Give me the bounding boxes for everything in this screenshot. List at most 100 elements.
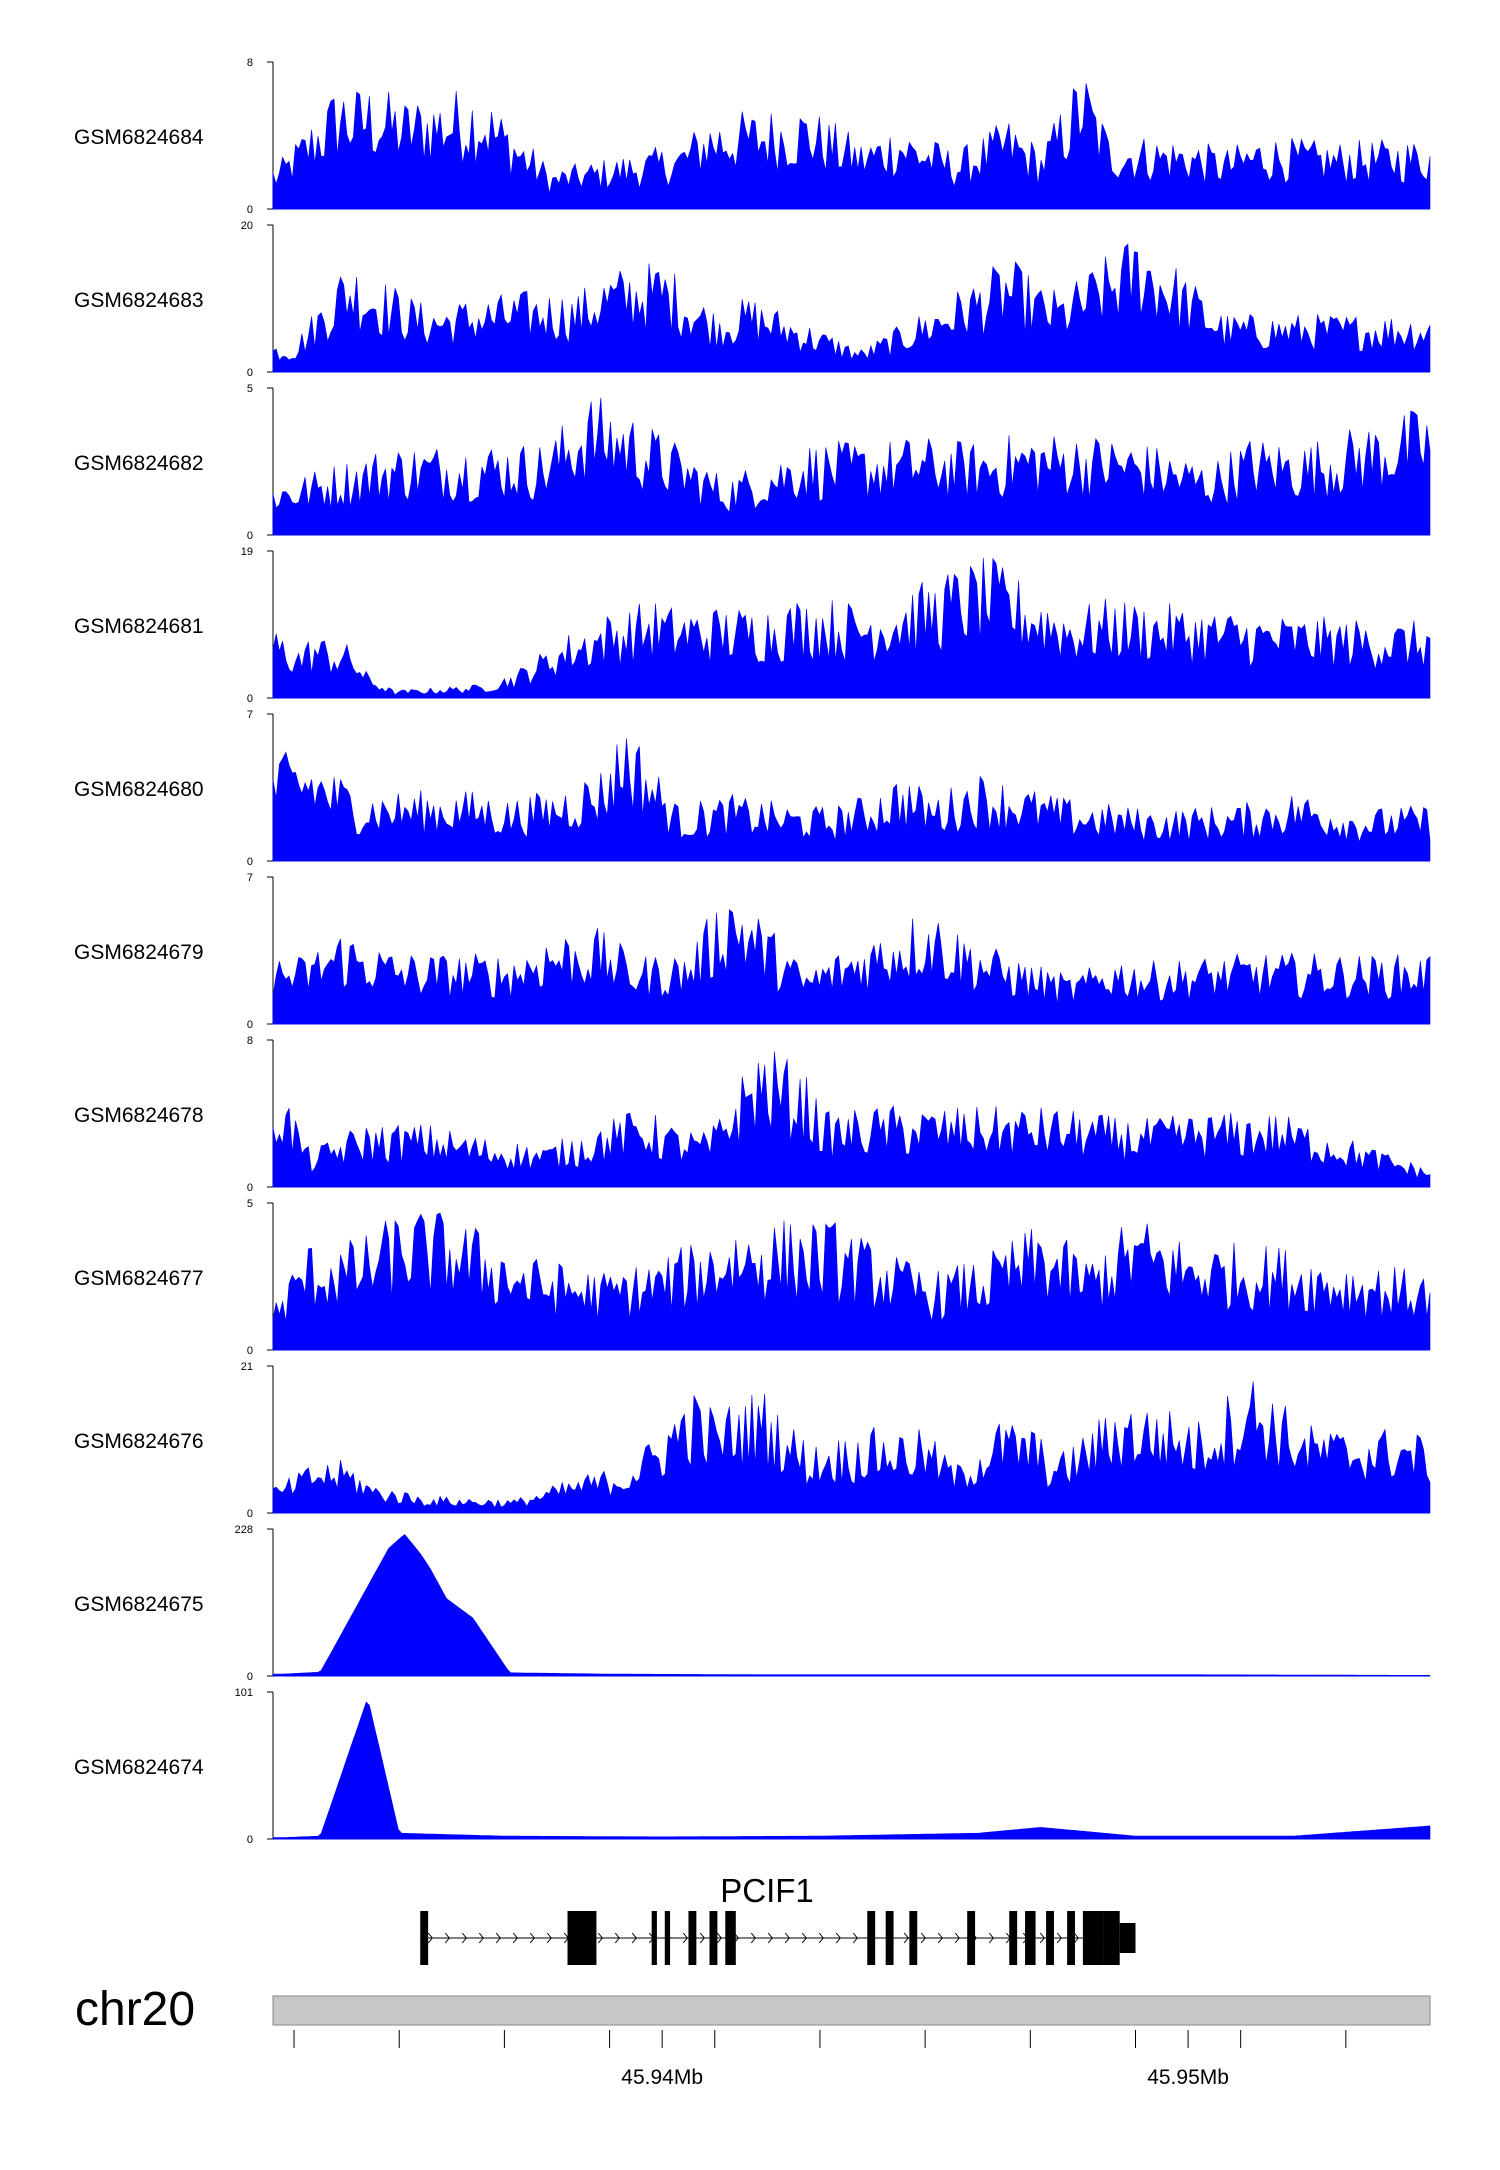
exon	[651, 1911, 657, 1965]
track-label: GSM6824680	[74, 778, 204, 801]
coverage-area	[272, 83, 1431, 210]
y-zero-label: 0	[247, 1671, 253, 1683]
y-zero-label: 0	[247, 1182, 253, 1194]
strand-arrow	[852, 1932, 858, 1944]
y-zero-label: 0	[247, 367, 253, 379]
genome-axis-track: chr20 45.94Mb 45.95Mb	[75, 1983, 1431, 2089]
y-max-label: 5	[247, 383, 253, 395]
track-label: GSM6824681	[74, 615, 204, 638]
strand-arrow	[478, 1932, 484, 1944]
strand-arrow	[546, 1932, 552, 1944]
exon	[1046, 1911, 1054, 1965]
strand-arrow	[767, 1932, 773, 1944]
track-GSM6824678: GSM6824678 8 0	[74, 1035, 1431, 1194]
track-label: GSM6824683	[74, 289, 204, 312]
y-zero-label: 0	[247, 1508, 253, 1520]
coverage-area	[272, 557, 1431, 699]
coverage-area	[272, 909, 1431, 1025]
track-GSM6824681: GSM6824681 19 0	[74, 546, 1431, 705]
exon	[1009, 1911, 1018, 1965]
y-max-label: 101	[235, 1687, 253, 1699]
gene-track: PCIF1	[420, 1872, 1136, 1965]
exon	[709, 1911, 718, 1965]
y-max-label: 228	[235, 1524, 253, 1536]
y-zero-label: 0	[247, 1019, 253, 1031]
track-label: GSM6824676	[74, 1430, 204, 1453]
strand-arrow	[614, 1932, 620, 1944]
axis-tick-label: 45.95Mb	[1147, 2066, 1229, 2089]
y-max-label: 7	[247, 872, 253, 884]
exon	[1082, 1911, 1104, 1965]
exon	[885, 1911, 894, 1965]
strand-arrow	[903, 1932, 909, 1944]
exon	[664, 1911, 671, 1965]
strand-arrow	[750, 1932, 756, 1944]
exon	[688, 1911, 697, 1965]
track-GSM6824677: GSM6824677 5 0	[74, 1198, 1431, 1357]
strand-arrow	[818, 1932, 824, 1944]
y-max-label: 20	[241, 220, 253, 232]
strand-arrow	[1039, 1932, 1045, 1944]
strand-arrow	[444, 1932, 450, 1944]
strand-arrow	[801, 1932, 807, 1944]
track-GSM6824674: GSM6824674 101 0	[74, 1687, 1431, 1846]
strand-arrow	[954, 1932, 960, 1944]
strand-arrow	[920, 1932, 926, 1944]
strand-arrow	[529, 1932, 535, 1944]
exon	[1067, 1911, 1076, 1965]
coverage-area	[272, 243, 1431, 373]
coverage-area	[272, 1534, 1431, 1677]
y-max-label: 8	[247, 1035, 253, 1047]
track-label: GSM6824675	[74, 1593, 204, 1616]
strand-arrow	[597, 1932, 603, 1944]
y-max-label: 7	[247, 709, 253, 721]
y-zero-label: 0	[247, 1834, 253, 1846]
track-GSM6824683: GSM6824683 20 0	[74, 220, 1431, 379]
chromosome-label: chr20	[75, 1983, 195, 2036]
y-zero-label: 0	[247, 530, 253, 542]
track-label: GSM6824678	[74, 1104, 204, 1127]
strand-arrow	[1056, 1932, 1062, 1944]
exon	[967, 1911, 976, 1965]
y-max-label: 8	[247, 57, 253, 69]
strand-arrow	[1073, 1932, 1079, 1944]
coverage-area	[272, 1051, 1431, 1188]
gene-model	[420, 1911, 1136, 1965]
strand-arrow	[716, 1932, 722, 1944]
chromosome-band	[272, 1995, 1431, 2026]
track-GSM6824679: GSM6824679 7 0	[74, 872, 1431, 1031]
strand-arrow	[937, 1932, 943, 1944]
strand-arrow	[495, 1932, 501, 1944]
coverage-area	[272, 397, 1431, 536]
track-GSM6824684: GSM6824684 8 0	[74, 57, 1431, 216]
exon	[867, 1911, 876, 1965]
track-label: GSM6824677	[74, 1267, 204, 1290]
gene-name: PCIF1	[720, 1872, 814, 1909]
y-max-label: 5	[247, 1198, 253, 1210]
exon	[1025, 1911, 1036, 1965]
y-max-label: 19	[241, 546, 253, 558]
strand-arrow	[631, 1932, 637, 1944]
exon	[909, 1911, 918, 1965]
track-label: GSM6824679	[74, 941, 204, 964]
y-zero-label: 0	[247, 693, 253, 705]
track-label: GSM6824682	[74, 452, 204, 475]
axis-tick-label: 45.94Mb	[621, 2066, 703, 2089]
strand-arrow	[427, 1932, 433, 1944]
exon	[1119, 1923, 1136, 1953]
strand-arrow	[835, 1932, 841, 1944]
exon	[725, 1911, 736, 1965]
coverage-area	[272, 1212, 1431, 1351]
strand-arrow	[512, 1932, 518, 1944]
strand-arrow	[682, 1932, 688, 1944]
track-GSM6824682: GSM6824682 5 0	[74, 383, 1431, 542]
coverage-area	[272, 1701, 1431, 1840]
exon	[420, 1911, 429, 1965]
strand-arrow	[784, 1932, 790, 1944]
strand-arrow	[461, 1932, 467, 1944]
exon	[1103, 1911, 1120, 1965]
track-GSM6824675: GSM6824675 228 0	[74, 1524, 1431, 1683]
track-label: GSM6824674	[74, 1756, 204, 1779]
exon	[567, 1911, 597, 1965]
